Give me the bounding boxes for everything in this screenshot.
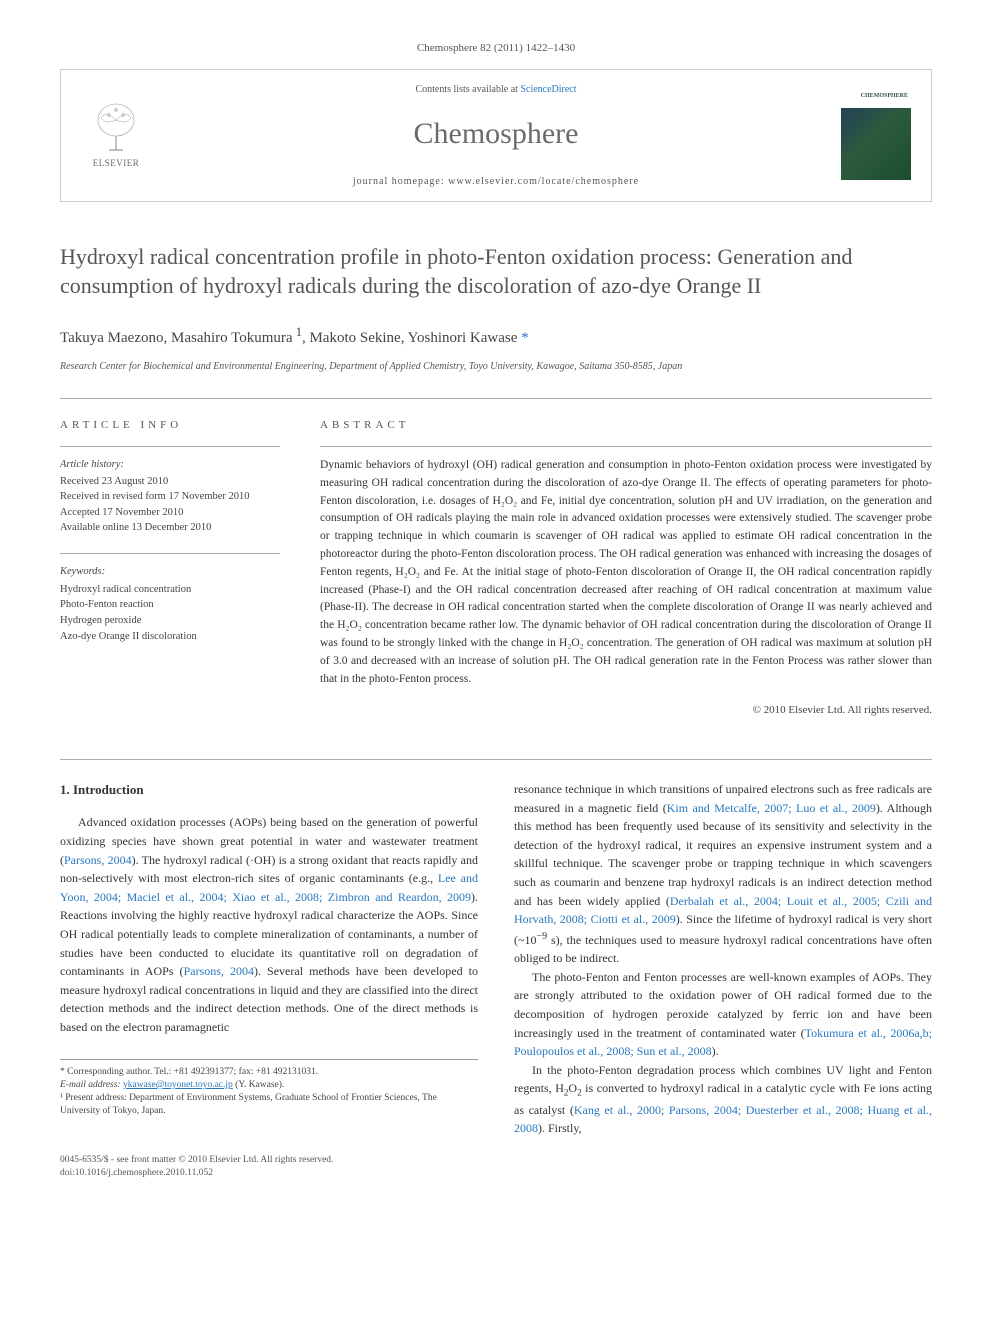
email-link[interactable]: ykawase@toyonet.toyo.ac.jp (123, 1080, 233, 1090)
cite-parsons-2004b[interactable]: Parsons, 2004 (184, 964, 254, 978)
homepage-url[interactable]: www.elsevier.com/locate/chemosphere (448, 176, 639, 187)
divider-top (60, 398, 932, 399)
cite-lee-2004[interactable]: Lee and Yoon, 2004; Maciel et al., 2004;… (60, 871, 478, 904)
email-attribution: (Y. Kawase). (233, 1080, 285, 1090)
journal-cover-thumbnail: CHEMOSPHERE (841, 90, 911, 180)
intro-para-3: The photo-Fenton and Fenton processes ar… (514, 968, 932, 1061)
history-revised: Received in revised form 17 November 201… (60, 489, 280, 504)
body-columns: 1. Introduction Advanced oxidation proce… (60, 780, 932, 1138)
cover-label: CHEMOSPHERE (861, 92, 908, 101)
article-history: Article history: Received 23 August 2010… (60, 457, 280, 535)
body-column-right: resonance technique in which transitions… (514, 780, 932, 1138)
cite-kim-2007[interactable]: Kim and Metcalfe, 2007; Luo et al., 2009 (667, 801, 876, 815)
history-accepted: Accepted 17 November 2010 (60, 505, 280, 520)
article-title: Hydroxyl radical concentration profile i… (60, 242, 932, 301)
contents-text: Contents lists available at (415, 84, 520, 95)
abstract-label: ABSTRACT (320, 417, 932, 434)
intro-para-4: In the photo-Fenton degradation process … (514, 1061, 932, 1138)
footnote-present-address: ¹ Present address: Department of Environ… (60, 1092, 478, 1119)
footnotes: * Corresponding author. Tel.: +81 492391… (60, 1059, 478, 1119)
cite-tokumura-2006[interactable]: Tokumura et al., 2006a,b; Poulopoulos et… (514, 1026, 932, 1059)
author-2: Masahiro Tokumura (171, 330, 293, 346)
citation-line: Chemosphere 82 (2011) 1422–1430 (60, 40, 932, 57)
sciencedirect-link[interactable]: ScienceDirect (520, 84, 576, 95)
email-label: E-mail address: (60, 1080, 123, 1090)
keywords-block: Keywords: Hydroxyl radical concentration… (60, 564, 280, 645)
header-center: Contents lists available at ScienceDirec… (151, 82, 841, 189)
journal-header: ELSEVIER Contents lists available at Sci… (60, 69, 932, 202)
intro-text-right: resonance technique in which transitions… (514, 780, 932, 1138)
keyword-1: Hydroxyl radical concentration (60, 582, 280, 598)
journal-page: Chemosphere 82 (2011) 1422–1430 ELSEVIER… (0, 0, 992, 1221)
cite-kang-2000[interactable]: Kang et al., 2000; Parsons, 2004; Dueste… (514, 1103, 932, 1136)
homepage-label: journal homepage: (353, 176, 448, 187)
elsevier-tree-icon (91, 100, 141, 155)
abstract-column: ABSTRACT Dynamic behaviors of hydroxyl (… (320, 417, 932, 719)
journal-homepage: journal homepage: www.elsevier.com/locat… (151, 174, 841, 189)
article-info-label: ARTICLE INFO (60, 417, 280, 434)
history-label: Article history: (60, 457, 280, 472)
footer: 0045-6535/$ - see front matter © 2010 El… (60, 1154, 932, 1181)
body-column-left: 1. Introduction Advanced oxidation proce… (60, 780, 478, 1138)
cite-parsons-2004a[interactable]: Parsons, 2004 (64, 853, 132, 867)
abstract-text: Dynamic behaviors of hydroxyl (OH) radic… (320, 457, 932, 689)
corresponding-marker[interactable]: * (517, 330, 528, 346)
keyword-4: Azo-dye Orange II discoloration (60, 629, 280, 645)
history-online: Available online 13 December 2010 (60, 520, 280, 535)
article-info-column: ARTICLE INFO Article history: Received 2… (60, 417, 280, 719)
intro-para-2: resonance technique in which transitions… (514, 780, 932, 968)
footer-doi: doi:10.1016/j.chemosphere.2010.11.052 (60, 1167, 932, 1180)
divider-info (60, 446, 280, 447)
author-list: Takuya Maezono, Masahiro Tokumura 1, Mak… (60, 323, 932, 350)
intro-para-1: Advanced oxidation processes (AOPs) bein… (60, 813, 478, 1036)
keyword-3: Hydrogen peroxide (60, 613, 280, 629)
affiliation: Research Center for Biochemical and Envi… (60, 359, 932, 374)
keyword-2: Photo-Fenton reaction (60, 597, 280, 613)
abstract-copyright: © 2010 Elsevier Ltd. All rights reserved… (320, 702, 932, 719)
footer-front-matter: 0045-6535/$ - see front matter © 2010 El… (60, 1154, 932, 1167)
journal-title: Chemosphere (151, 111, 841, 156)
keywords-label: Keywords: (60, 564, 280, 580)
divider-abstract (320, 446, 932, 447)
divider-body (60, 759, 932, 760)
history-received: Received 23 August 2010 (60, 474, 280, 489)
publisher-logo: ELSEVIER (81, 95, 151, 175)
author-3: Makoto Sekine (309, 330, 400, 346)
author-2-note: 1 (293, 325, 302, 339)
footnote-corresponding: * Corresponding author. Tel.: +81 492391… (60, 1066, 478, 1079)
cite-derbalah-2004[interactable]: Derbalah et al., 2004; Louit et al., 200… (514, 894, 932, 927)
divider-keywords (60, 553, 280, 554)
intro-heading: 1. Introduction (60, 780, 478, 800)
author-4: Yoshinori Kawase (408, 330, 518, 346)
contents-available: Contents lists available at ScienceDirec… (151, 82, 841, 97)
footnote-email: E-mail address: ykawase@toyonet.toyo.ac.… (60, 1079, 478, 1092)
author-1: Takuya Maezono (60, 330, 164, 346)
intro-text-left: Advanced oxidation processes (AOPs) bein… (60, 813, 478, 1036)
publisher-name: ELSEVIER (93, 157, 140, 171)
meta-abstract-row: ARTICLE INFO Article history: Received 2… (60, 417, 932, 719)
